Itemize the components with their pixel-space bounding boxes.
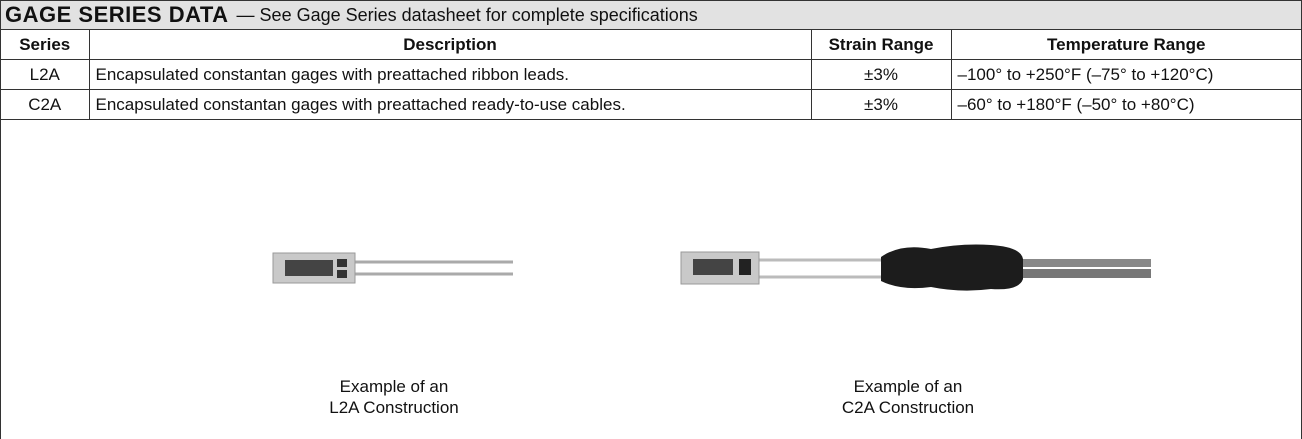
caption-line: Example of an bbox=[339, 377, 449, 396]
cell: ±3% bbox=[810, 59, 952, 90]
title-bar: GAGE SERIES DATA — See Gage Series datas… bbox=[1, 1, 1301, 30]
column-header: Series bbox=[1, 30, 90, 60]
subtitle: — See Gage Series datasheet for complete… bbox=[236, 4, 698, 25]
column-header: Temperature Range bbox=[950, 30, 1301, 60]
figure-area: Example of an L2A Construction Example o… bbox=[1, 119, 1301, 439]
cell: L2A bbox=[1, 59, 90, 90]
figure-caption: Example of an L2A Construction bbox=[244, 376, 544, 418]
series-table: Series Description Strain Range Temperat… bbox=[1, 30, 1301, 120]
column-header: Description bbox=[88, 30, 812, 60]
cell: Encapsulated constantan gages with preat… bbox=[88, 89, 812, 120]
column-header: Strain Range bbox=[810, 30, 952, 60]
c2a-gage bbox=[680, 244, 1151, 291]
gage-illustrations bbox=[272, 244, 1151, 291]
title: GAGE SERIES DATA bbox=[5, 2, 229, 27]
cell: –60° to +180°F (–50° to +80°C) bbox=[950, 89, 1301, 120]
table-row: L2A Encapsulated constantan gages with p… bbox=[1, 59, 1301, 90]
l2a-gage bbox=[272, 252, 513, 284]
header-row: Series Description Strain Range Temperat… bbox=[1, 30, 1301, 60]
caption-line: Example of an bbox=[853, 377, 963, 396]
cell: C2A bbox=[1, 89, 90, 120]
table-row: C2A Encapsulated constantan gages with p… bbox=[1, 89, 1301, 120]
caption-line: C2A Construction bbox=[841, 398, 975, 417]
caption-line: L2A Construction bbox=[329, 398, 459, 417]
cell: ±3% bbox=[810, 89, 952, 120]
cell: Encapsulated constantan gages with preat… bbox=[88, 59, 812, 90]
cell: –100° to +250°F (–75° to +120°C) bbox=[950, 59, 1301, 90]
figure-caption: Example of an C2A Construction bbox=[758, 376, 1058, 418]
